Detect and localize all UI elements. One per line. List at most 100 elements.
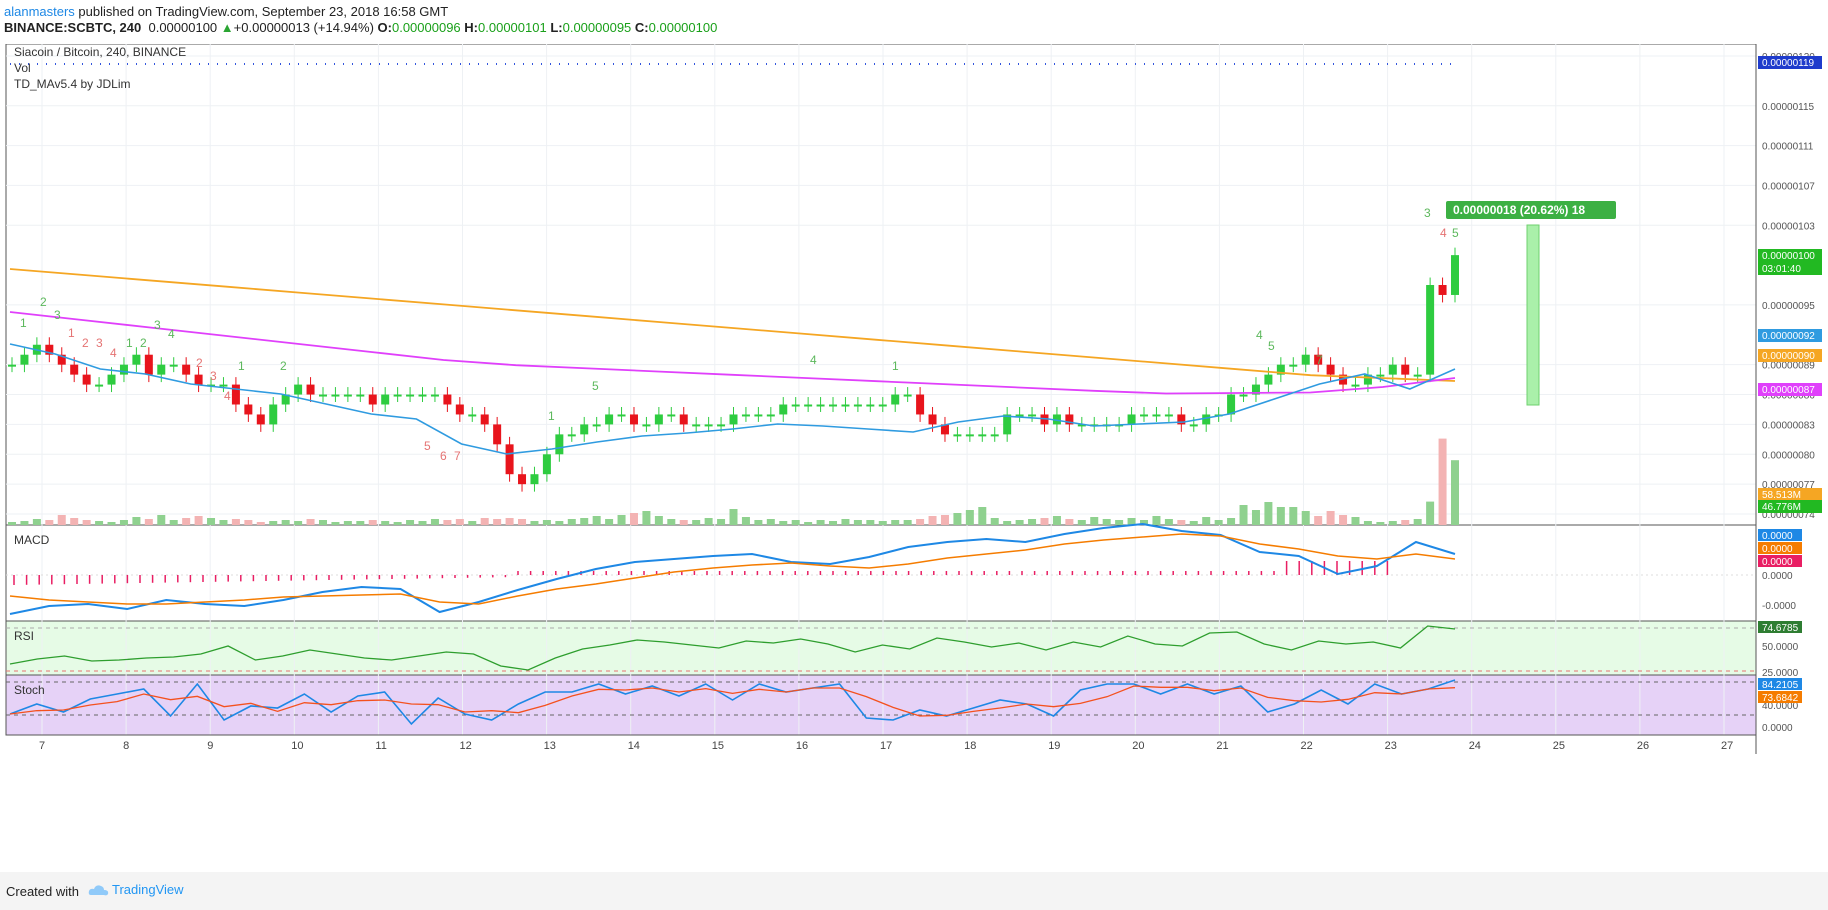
volume-bar xyxy=(45,520,54,525)
volume-bar xyxy=(418,521,427,525)
price-tag xyxy=(1758,249,1822,262)
price-tick-label: 0.00000077 xyxy=(1762,480,1815,491)
candle-body xyxy=(393,394,402,397)
volume-bar xyxy=(1040,518,1049,525)
volume-bar xyxy=(1003,521,1012,525)
legend-indicator: TD_MAv5.4 by JDLim xyxy=(14,77,130,91)
price-tag xyxy=(1758,56,1822,69)
volume-bar xyxy=(455,519,464,525)
candle-body xyxy=(567,434,576,437)
ohlc-line: BINANCE:SCBTC, 240 0.00000100 ▲+0.000000… xyxy=(4,20,717,35)
time-axis-label: 10 xyxy=(291,740,303,752)
volume-bar xyxy=(878,521,887,525)
td-count-label: 5 xyxy=(592,379,599,393)
volume-bar xyxy=(144,519,153,525)
volume-bar xyxy=(1127,518,1136,525)
td-count-label: 3 xyxy=(96,336,103,350)
publish-text: published on TradingView.com, September … xyxy=(74,4,449,19)
stoch-tag-text: 73.6842 xyxy=(1762,693,1799,704)
time-axis-label: 22 xyxy=(1301,740,1313,752)
candle-body xyxy=(406,394,415,397)
candle-body xyxy=(82,374,91,385)
macd-tag-text: 0.0000 xyxy=(1762,557,1793,568)
main-pane-frame xyxy=(5,44,1757,526)
price-tag xyxy=(1758,488,1822,501)
volume-bar xyxy=(281,520,290,525)
rsi-pane[interactable] xyxy=(6,625,1756,672)
volume-bar xyxy=(754,520,763,525)
candle-body xyxy=(592,424,601,427)
volume-bar xyxy=(269,521,278,525)
candle-body xyxy=(505,444,514,475)
stoch-tag-text: 84.2105 xyxy=(1762,680,1799,691)
candle-body xyxy=(1388,364,1397,375)
candle-body xyxy=(1189,424,1198,427)
macd-tick-label: -0.0000 xyxy=(1762,601,1796,612)
price-tick-label: 0.00000086 xyxy=(1762,391,1815,402)
td-count-label: 1 xyxy=(892,359,899,373)
candle-body xyxy=(1413,374,1422,377)
volume-bar xyxy=(629,513,638,525)
candle-body xyxy=(1326,364,1335,375)
volume-bar xyxy=(791,520,800,525)
candle-body xyxy=(57,354,66,365)
candle-body xyxy=(480,414,489,425)
username-link[interactable]: alanmasters xyxy=(4,4,75,19)
volume-bar xyxy=(1426,501,1435,525)
candle-body xyxy=(107,374,116,385)
macd-pane[interactable] xyxy=(6,522,1756,615)
volume-bar xyxy=(1090,517,1099,525)
volume-bar xyxy=(331,522,340,525)
price-tag-text: 0.00000090 xyxy=(1762,351,1815,362)
candle-body xyxy=(20,354,29,365)
time-axis-label: 21 xyxy=(1216,740,1228,752)
price-tag xyxy=(1758,383,1822,396)
price-tick-label: 0.00000107 xyxy=(1762,181,1815,192)
candle-body xyxy=(530,474,539,485)
td-count-label: 7 xyxy=(454,449,461,463)
td-count-label: 4 xyxy=(110,346,117,360)
candle-body xyxy=(331,394,340,397)
volume-bar xyxy=(1251,510,1260,525)
volume-bar xyxy=(866,520,875,525)
price-tag-text: 0.00000087 xyxy=(1762,385,1815,396)
td-count-label: 2 xyxy=(140,336,147,350)
candle-body xyxy=(617,414,626,417)
volume-bar xyxy=(356,521,365,525)
candle-body xyxy=(717,424,726,427)
time-axis-label: 15 xyxy=(712,740,724,752)
td-count-label: 4 xyxy=(1440,226,1447,240)
volume-bar xyxy=(542,520,551,525)
volume-bar xyxy=(667,519,676,525)
time-axis-label: 9 xyxy=(207,740,213,752)
candle-body xyxy=(804,404,813,407)
high-label: H: xyxy=(464,20,479,35)
volume-bar xyxy=(1140,520,1149,525)
volume-bar xyxy=(70,518,79,525)
candle-body xyxy=(157,364,166,375)
price-tick-label: 0.00000111 xyxy=(1762,142,1814,153)
volume-bar xyxy=(829,521,838,525)
macd-tag xyxy=(1758,529,1802,541)
time-axis-label: 11 xyxy=(375,740,386,752)
rsi-tag xyxy=(1758,621,1802,633)
stoch-pane[interactable] xyxy=(6,679,1756,726)
macd-tag xyxy=(1758,555,1802,567)
candle-body xyxy=(318,394,327,397)
price-tick-label: 0.00000089 xyxy=(1762,361,1815,372)
stoch-tag xyxy=(1758,691,1802,703)
td-count-label: 6 xyxy=(440,449,447,463)
candle-body xyxy=(1077,424,1086,427)
td-count-label: 7 xyxy=(1316,353,1323,367)
volume-bar xyxy=(580,518,589,525)
tradingview-link[interactable]: TradingView xyxy=(112,882,184,897)
low-label: L: xyxy=(550,20,563,35)
price-tag-text: 0.00000092 xyxy=(1762,331,1815,342)
volume-bar xyxy=(555,521,564,525)
volume-bar xyxy=(157,515,166,525)
rsi-tag-text: 74.6785 xyxy=(1762,623,1799,634)
stoch-k-line xyxy=(9,679,1456,726)
volume-bar xyxy=(1451,460,1459,525)
